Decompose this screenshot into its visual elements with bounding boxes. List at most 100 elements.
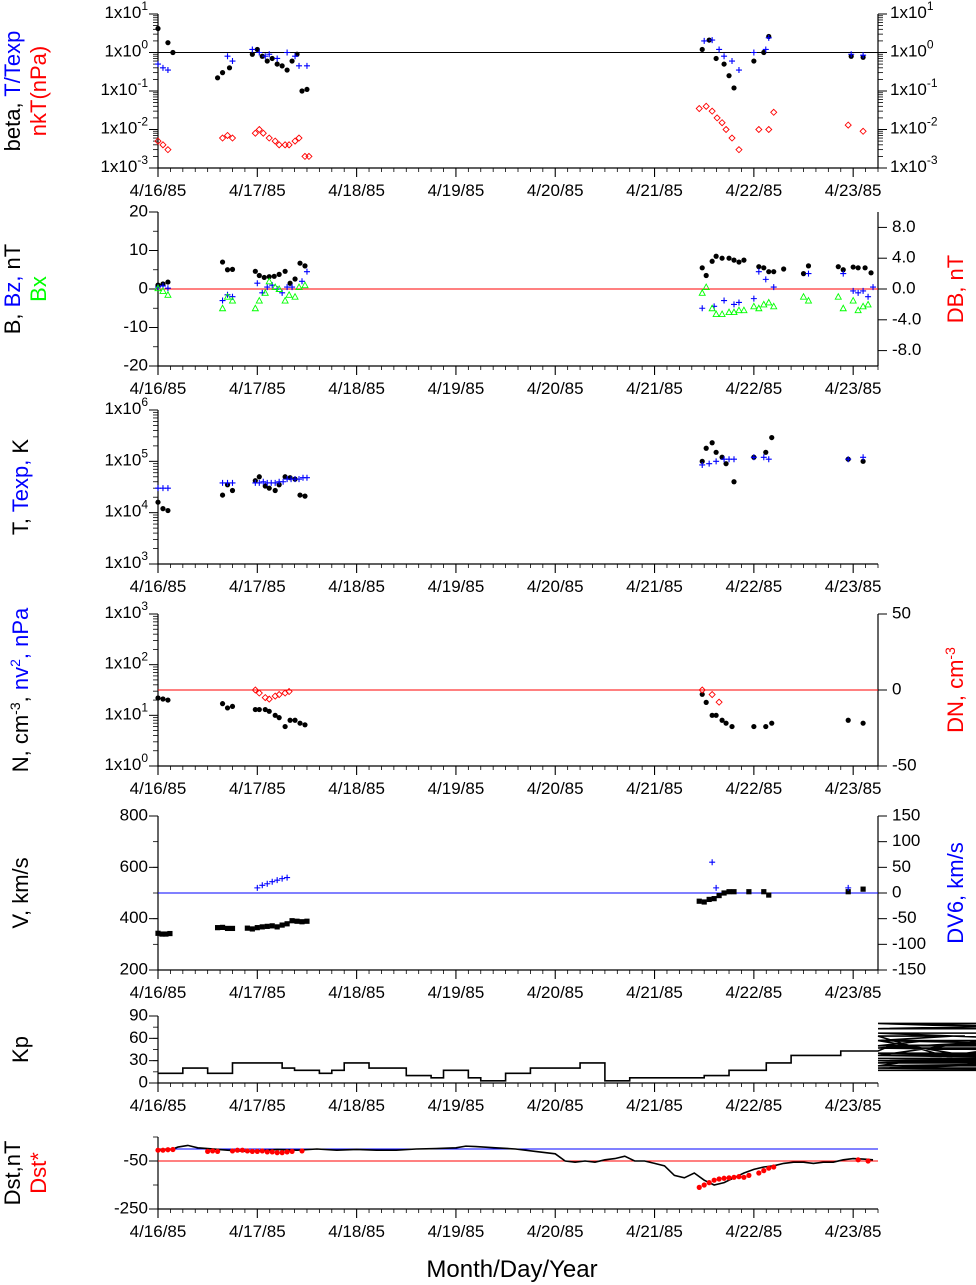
data-point — [859, 127, 867, 135]
data-point — [229, 925, 236, 932]
data-point — [282, 723, 288, 730]
data-point — [870, 284, 877, 291]
data-point — [702, 283, 710, 291]
data-point — [721, 890, 727, 896]
data-point — [254, 884, 261, 891]
x-tick-label: 4/20/85 — [527, 181, 584, 200]
y-tick-label: 0 — [139, 1072, 148, 1091]
data-point — [766, 1165, 772, 1171]
data-point — [284, 67, 290, 73]
x-tick-label: 4/17/85 — [229, 983, 286, 1002]
data-point — [721, 1175, 727, 1181]
x-tick-label: 4/18/85 — [328, 181, 385, 200]
series-red-diamond — [154, 102, 867, 161]
data-point — [296, 62, 303, 69]
x-tick-label: 4/21/85 — [626, 983, 683, 1002]
x-tick-label: 4/22/85 — [725, 779, 782, 798]
x-tick-label: 4/16/85 — [130, 181, 187, 200]
x-tick-label: 4/21/85 — [626, 779, 683, 798]
data-point — [850, 287, 857, 294]
data-point — [731, 301, 737, 308]
x-tick-label: 4/20/85 — [527, 779, 584, 798]
x-tick-label: 4/19/85 — [428, 1222, 485, 1241]
data-point — [280, 478, 287, 485]
x-tick-label: 4/23/85 — [825, 983, 882, 1002]
data-point — [244, 1148, 250, 1154]
x-tick-label: 4/19/85 — [428, 1096, 485, 1115]
right-axis-label: DV6, km/s — [943, 842, 968, 943]
data-point — [163, 931, 169, 937]
data-point — [218, 304, 227, 312]
data-point — [303, 62, 310, 69]
y-tick-label: 1x10-3 — [100, 153, 148, 176]
data-point — [860, 458, 866, 464]
data-point — [706, 1180, 712, 1186]
data-point — [249, 1148, 255, 1154]
data-point — [281, 141, 289, 149]
data-point — [701, 1182, 707, 1188]
data-point — [699, 461, 706, 468]
data-point — [285, 687, 293, 696]
data-point — [709, 258, 715, 264]
data-point — [254, 46, 260, 53]
data-point — [746, 1172, 752, 1178]
data-point — [170, 49, 176, 56]
data-point — [249, 51, 255, 57]
data-point — [155, 25, 161, 32]
data-point — [731, 1174, 737, 1180]
data-point — [289, 918, 295, 924]
data-point — [275, 141, 283, 149]
x-tick-label: 4/20/85 — [527, 379, 584, 398]
x-tick-label: 4/16/85 — [130, 779, 187, 798]
data-point — [699, 265, 705, 271]
x-tick-label: 4/22/85 — [725, 1096, 782, 1115]
data-point — [205, 1148, 211, 1154]
x-tick-label: 4/16/85 — [130, 379, 187, 398]
right-y-tick-label: 8.0 — [892, 217, 916, 236]
data-point — [709, 37, 716, 44]
data-point — [279, 1150, 285, 1156]
data-point — [229, 703, 236, 710]
right-y-tick-label: -50 — [892, 908, 917, 927]
data-point — [289, 1148, 295, 1154]
data-point — [696, 1184, 702, 1190]
data-point — [269, 878, 276, 885]
data-point — [709, 712, 715, 718]
data-point — [272, 479, 279, 486]
data-point — [771, 1164, 777, 1170]
data-point — [755, 268, 762, 275]
data-point — [284, 921, 290, 927]
data-point — [740, 306, 748, 314]
data-point — [259, 924, 265, 930]
data-point — [285, 141, 293, 149]
data-point — [255, 689, 263, 697]
data-point — [264, 58, 270, 64]
data-point — [769, 434, 775, 441]
data-point — [765, 125, 773, 134]
data-point — [699, 305, 706, 312]
x-tick-label: 4/18/85 — [328, 1222, 385, 1241]
data-point — [731, 456, 737, 463]
data-point — [804, 296, 813, 304]
data-point — [756, 1170, 762, 1176]
x-tick-label: 4/23/85 — [825, 1222, 882, 1241]
data-point — [251, 129, 259, 137]
data-point — [750, 295, 757, 302]
data-point — [255, 296, 264, 304]
data-point — [272, 487, 278, 494]
data-point — [708, 304, 716, 312]
data-point — [301, 152, 309, 161]
data-point — [762, 46, 769, 53]
data-point — [259, 129, 267, 137]
right-y-tick-label: 4.0 — [892, 248, 916, 267]
x-tick-label: 4/19/85 — [428, 779, 485, 798]
y-tick-label-right: 1x10-3 — [890, 153, 938, 176]
data-point — [765, 34, 772, 41]
data-point — [164, 285, 171, 292]
data-point — [255, 125, 263, 134]
data-point — [266, 51, 273, 58]
data-point — [252, 268, 258, 274]
x-tick-label: 4/17/85 — [229, 1096, 286, 1115]
data-point — [287, 717, 293, 723]
series-black-dot — [155, 25, 866, 94]
